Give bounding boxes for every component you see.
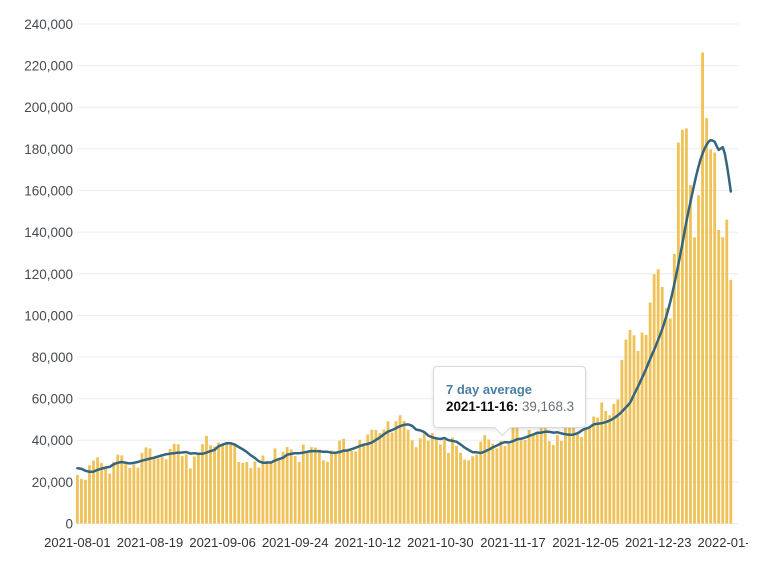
svg-text:140,000: 140,000 — [24, 225, 73, 240]
svg-text:160,000: 160,000 — [24, 184, 73, 199]
svg-text:100,000: 100,000 — [24, 308, 73, 323]
svg-text:60,000: 60,000 — [32, 392, 73, 407]
svg-text:2021-10-12: 2021-10-12 — [335, 535, 402, 550]
svg-text:0: 0 — [65, 517, 73, 532]
svg-text:2021-11-17: 2021-11-17 — [480, 535, 546, 550]
svg-text:220,000: 220,000 — [24, 59, 73, 74]
svg-text:2021-09-06: 2021-09-06 — [189, 535, 256, 550]
svg-text:2021-08-19: 2021-08-19 — [117, 535, 184, 550]
svg-text:180,000: 180,000 — [24, 142, 73, 157]
svg-text:2022-01-10: 2022-01-10 — [698, 535, 748, 550]
svg-text:2021-08-01: 2021-08-01 — [44, 535, 111, 550]
svg-text:2021-12-05: 2021-12-05 — [552, 535, 619, 550]
svg-text:2021-12-23: 2021-12-23 — [625, 535, 692, 550]
svg-text:2021-10-30: 2021-10-30 — [407, 535, 474, 550]
svg-text:20,000: 20,000 — [32, 475, 73, 490]
svg-text:2021-09-24: 2021-09-24 — [262, 535, 329, 550]
svg-text:40,000: 40,000 — [32, 433, 73, 448]
svg-text:200,000: 200,000 — [24, 100, 73, 115]
svg-text:80,000: 80,000 — [32, 350, 73, 365]
svg-text:120,000: 120,000 — [24, 267, 73, 282]
svg-text:240,000: 240,000 — [24, 17, 73, 32]
